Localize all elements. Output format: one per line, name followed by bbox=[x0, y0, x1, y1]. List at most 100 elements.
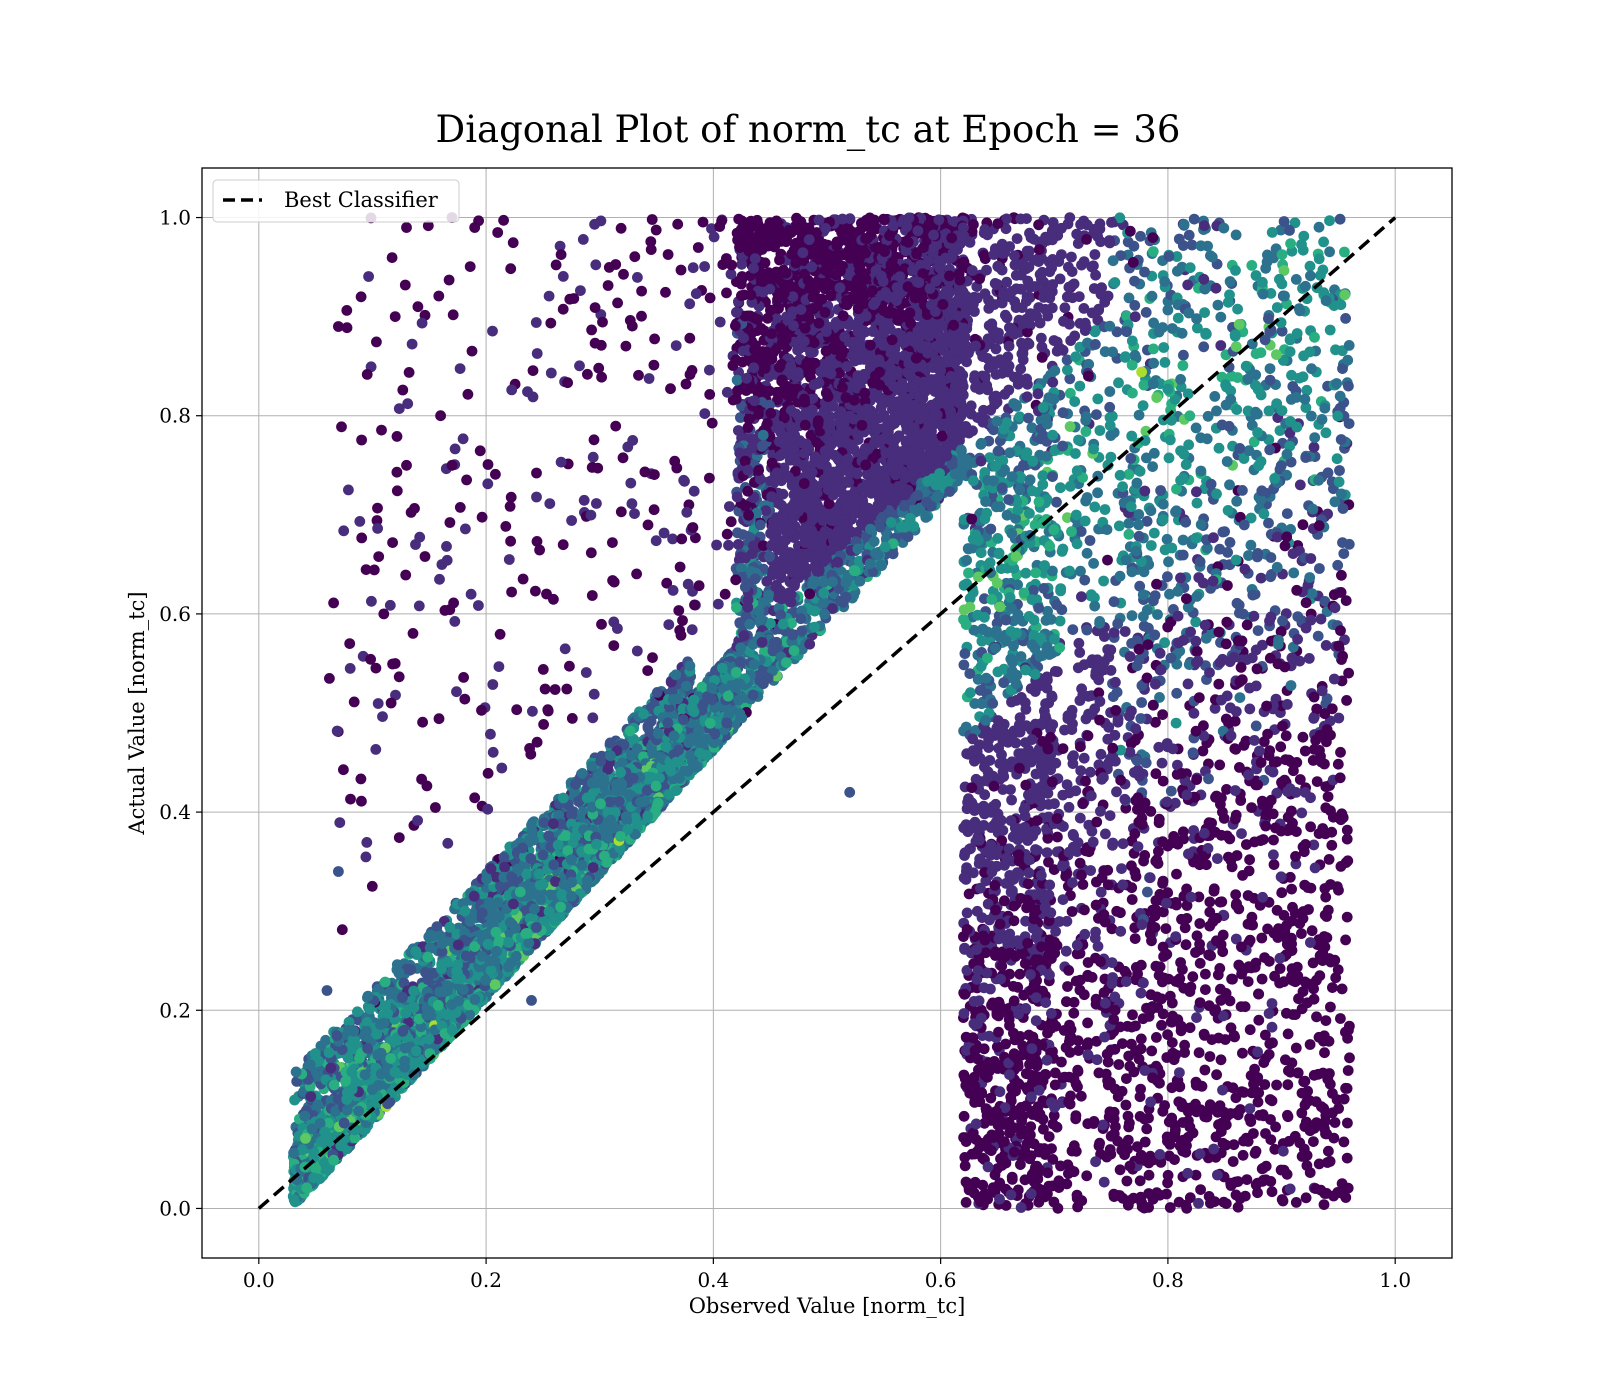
scatter-point bbox=[1305, 821, 1316, 833]
scatter-point bbox=[1159, 357, 1171, 368]
scatter-point bbox=[1142, 886, 1153, 898]
scatter-point bbox=[1228, 1139, 1240, 1151]
scatter-point bbox=[1265, 1134, 1277, 1145]
scatter-point bbox=[1325, 1001, 1336, 1013]
scatter-point bbox=[1204, 1051, 1216, 1062]
scatter-point bbox=[1271, 302, 1283, 313]
scatter-point bbox=[1145, 989, 1157, 1001]
scatter-point bbox=[1043, 1131, 1055, 1142]
scatter-point bbox=[1232, 372, 1243, 383]
scatter-point bbox=[1281, 508, 1293, 519]
scatter-point bbox=[1183, 229, 1195, 241]
scatter-point bbox=[1019, 1174, 1031, 1186]
scatter-point bbox=[1220, 1198, 1232, 1209]
scatter-point bbox=[1255, 572, 1267, 584]
scatter-point bbox=[1211, 1069, 1222, 1081]
scatter-point bbox=[1230, 229, 1242, 241]
scatter-point bbox=[1241, 839, 1252, 850]
scatter-point bbox=[1154, 692, 1165, 703]
scatter-point bbox=[1043, 856, 1054, 868]
scatter-point bbox=[1324, 324, 1336, 336]
scatter-point bbox=[1064, 565, 1075, 577]
scatter-point bbox=[1259, 1079, 1271, 1090]
scatter-point bbox=[1124, 1060, 1136, 1072]
scatter-point bbox=[1241, 1174, 1253, 1185]
scatter-point bbox=[1309, 331, 1320, 343]
scatter-point bbox=[1318, 1199, 1330, 1210]
scatter-point bbox=[1236, 828, 1247, 839]
scatter-point bbox=[1333, 712, 1345, 724]
scatter-point bbox=[1084, 535, 1096, 546]
scatter-point bbox=[1126, 430, 1138, 442]
scatter-point bbox=[1187, 971, 1199, 983]
scatter-point bbox=[1286, 883, 1297, 895]
scatter-point bbox=[1237, 1149, 1249, 1161]
scatter-point bbox=[1298, 230, 1310, 242]
scatter-point bbox=[1271, 1079, 1282, 1091]
scatter-point bbox=[1093, 687, 1105, 699]
scatter-point bbox=[1051, 496, 1062, 508]
scatter-point bbox=[1129, 933, 1141, 944]
scatter-point bbox=[1042, 832, 1054, 844]
scatter-point bbox=[994, 601, 1006, 613]
scatter-point bbox=[1212, 299, 1224, 311]
scatter-point bbox=[971, 905, 983, 917]
scatter-point bbox=[1193, 1047, 1205, 1059]
scatter-point bbox=[1234, 692, 1246, 703]
scatter-point bbox=[1209, 391, 1221, 402]
scatter-point bbox=[1035, 332, 1047, 344]
scatter-point bbox=[983, 1030, 995, 1042]
scatter-point bbox=[1047, 217, 1059, 228]
scatter-point bbox=[1290, 1042, 1302, 1054]
scatter-point bbox=[1110, 676, 1121, 688]
scatter-point bbox=[1312, 630, 1324, 642]
scatter-point bbox=[1280, 730, 1292, 742]
scatter-point bbox=[1230, 743, 1242, 755]
scatter-point bbox=[1264, 363, 1276, 374]
scatter-point bbox=[1311, 1011, 1322, 1023]
scatter-point bbox=[1221, 616, 1233, 628]
scatter-point bbox=[1342, 1065, 1354, 1076]
scatter-point bbox=[992, 533, 1004, 544]
scatter-point bbox=[1080, 426, 1092, 437]
scatter-point bbox=[1062, 512, 1073, 523]
scatter-point bbox=[1191, 497, 1203, 509]
scatter-point bbox=[1308, 1136, 1319, 1147]
scatter-point bbox=[1215, 983, 1226, 995]
scatter-points bbox=[287, 212, 1355, 1214]
scatter-point bbox=[1074, 695, 1086, 706]
scatter-point bbox=[1145, 540, 1157, 551]
scatter-point bbox=[1263, 517, 1274, 529]
scatter-point bbox=[1334, 213, 1346, 225]
scatter-point bbox=[1074, 380, 1086, 392]
scatter-point bbox=[1194, 944, 1205, 956]
scatter-point bbox=[994, 758, 1006, 769]
scatter-point bbox=[1129, 734, 1141, 746]
scatter-point bbox=[1079, 574, 1091, 586]
scatter-point bbox=[1093, 759, 1105, 771]
scatter-point bbox=[1338, 548, 1350, 559]
scatter-point bbox=[1340, 313, 1351, 324]
scatter-point bbox=[1343, 380, 1354, 392]
scatter-point bbox=[1190, 616, 1202, 628]
scatter-point bbox=[1200, 968, 1211, 980]
scatter-point bbox=[1215, 340, 1227, 351]
scatter-point bbox=[1282, 1079, 1294, 1091]
scatter-point bbox=[961, 907, 973, 919]
scatter-point bbox=[1141, 515, 1153, 527]
scatter-point bbox=[1161, 533, 1173, 545]
scatter-point bbox=[1136, 697, 1147, 708]
scatter-point bbox=[1320, 427, 1332, 439]
scatter-point bbox=[958, 1110, 970, 1122]
scatter-point bbox=[1133, 409, 1145, 421]
scatter-point bbox=[1006, 794, 1017, 806]
scatter-point bbox=[1104, 810, 1116, 821]
scatter-point bbox=[1111, 786, 1122, 798]
scatter-point bbox=[1092, 487, 1103, 499]
scatter-point bbox=[1127, 387, 1138, 399]
scatter-point bbox=[1242, 373, 1254, 385]
scatter-point bbox=[1321, 693, 1333, 705]
scatter-point bbox=[1335, 746, 1346, 758]
